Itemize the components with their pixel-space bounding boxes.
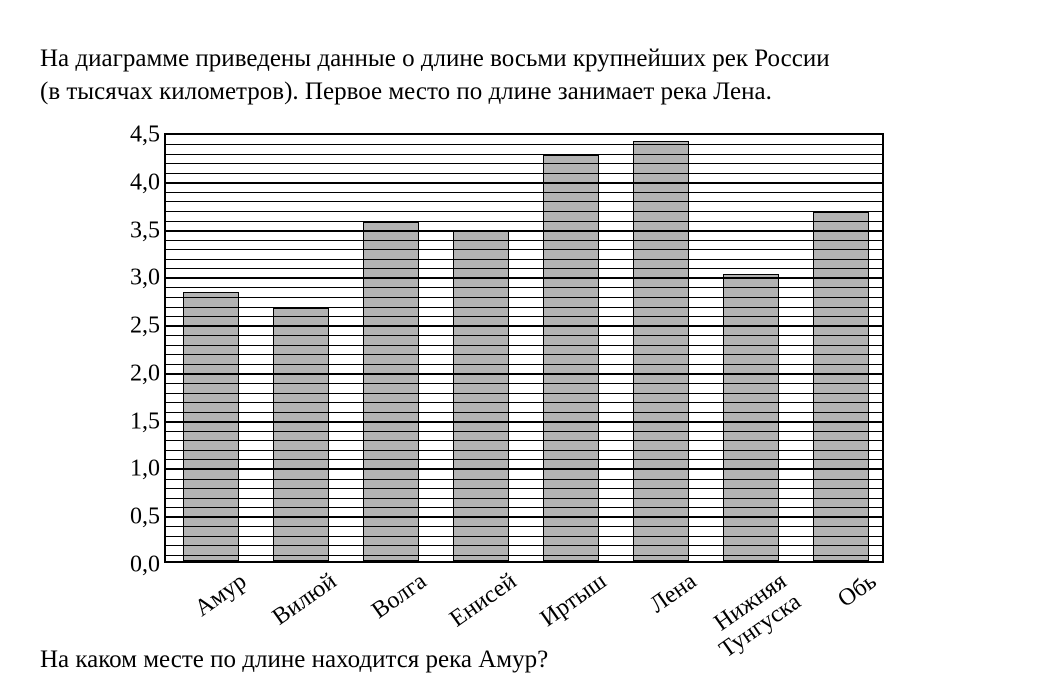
grid-minor-line [166, 287, 882, 288]
grid-minor-line [166, 173, 882, 174]
grid-minor-line [166, 545, 882, 546]
grid-minor-line [166, 412, 882, 413]
grid-minor-line [166, 440, 882, 441]
grid-minor-line [166, 154, 882, 155]
grid-minor-line [166, 383, 882, 384]
grid-minor-line [166, 498, 882, 499]
grid-minor-line [166, 307, 882, 308]
grid-minor-line [166, 240, 882, 241]
grid-major-line [166, 325, 882, 327]
chart-plot-area: 0,00,51,01,52,02,53,03,54,04,5 [164, 133, 884, 563]
chart-bar [363, 222, 419, 561]
grid-minor-line [166, 488, 882, 489]
grid-major-line [166, 373, 882, 375]
page: На диаграмме приведены данные о длине во… [0, 0, 1048, 690]
intro-line-2: (в тысячах километров). Первое место по … [40, 78, 772, 105]
grid-minor-line [166, 479, 882, 480]
grid-minor-line [166, 345, 882, 346]
grid-minor-line [166, 526, 882, 527]
y-tick-label: 1,5 [130, 408, 166, 435]
intro-text: На диаграмме приведены данные о длине во… [40, 43, 1008, 108]
y-tick-label: 1,0 [130, 456, 166, 483]
y-tick-label: 2,0 [130, 360, 166, 387]
grid-major-line [166, 277, 882, 279]
question-text: На каком месте по длине находится река А… [40, 646, 548, 674]
y-tick-label: 2,5 [130, 313, 166, 340]
grid-minor-line [166, 459, 882, 460]
grid-minor-line [166, 316, 882, 317]
y-tick-label: 3,5 [130, 217, 166, 244]
y-tick-label: 4,0 [130, 169, 166, 196]
y-tick-label: 0,0 [130, 552, 166, 579]
grid-minor-line [166, 507, 882, 508]
grid-minor-line [166, 221, 882, 222]
grid-minor-line [166, 450, 882, 451]
grid-minor-line [166, 268, 882, 269]
grid-minor-line [166, 163, 882, 164]
intro-line-1: На диаграмме приведены данные о длине во… [40, 45, 830, 72]
chart-bar [813, 212, 869, 561]
grid-minor-line [166, 259, 882, 260]
bar-chart: 0,00,51,01,52,02,53,03,54,04,5 АмурВилюй… [164, 133, 884, 673]
grid-minor-line [166, 335, 882, 336]
grid-minor-line [166, 402, 882, 403]
grid-minor-line [166, 555, 882, 556]
grid-minor-line [166, 211, 882, 212]
chart-bar [543, 155, 599, 561]
grid-major-line [166, 421, 882, 423]
grid-major-line [166, 230, 882, 232]
y-tick-label: 0,5 [130, 504, 166, 531]
grid-minor-line [166, 364, 882, 365]
y-tick-label: 3,0 [130, 265, 166, 292]
grid-minor-line [166, 144, 882, 145]
chart-bar [453, 231, 509, 561]
y-tick-label: 4,5 [130, 122, 166, 149]
grid-minor-line [166, 431, 882, 432]
chart-bar [183, 292, 239, 561]
grid-minor-line [166, 354, 882, 355]
chart-bar [273, 308, 329, 561]
grid-major-line [166, 516, 882, 518]
grid-minor-line [166, 393, 882, 394]
grid-minor-line [166, 536, 882, 537]
grid-major-line [166, 468, 882, 470]
grid-minor-line [166, 249, 882, 250]
grid-minor-line [166, 192, 882, 193]
grid-major-line [166, 182, 882, 184]
grid-minor-line [166, 297, 882, 298]
grid-minor-line [166, 201, 882, 202]
